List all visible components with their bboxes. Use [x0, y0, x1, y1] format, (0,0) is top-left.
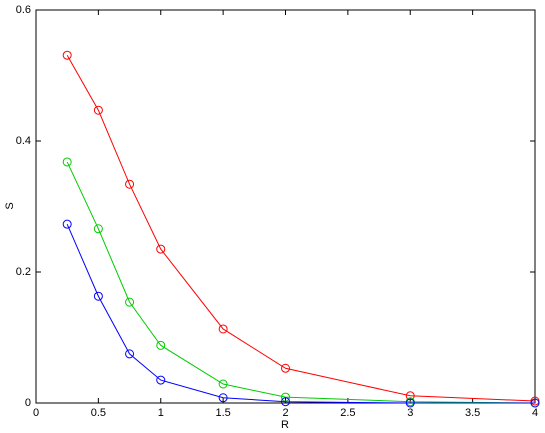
data-point	[93, 105, 103, 115]
series-line	[66, 223, 535, 404]
data-point	[530, 398, 540, 408]
data-point	[156, 340, 166, 350]
x-tick-label: 2.5	[340, 407, 355, 419]
data-point	[62, 157, 72, 167]
y-axis-label: S	[4, 202, 16, 209]
x-tick-label: 4	[532, 407, 538, 419]
y-tick-label: 0.2	[16, 266, 31, 278]
data-point	[125, 349, 135, 359]
y-tick-label: 0.6	[16, 4, 31, 16]
data-point	[156, 375, 166, 385]
data-point	[281, 397, 290, 407]
x-tick-label: 0.5	[91, 407, 106, 419]
series-line	[66, 161, 536, 404]
data-point	[218, 379, 228, 389]
x-tick-label: 3	[407, 407, 413, 419]
x-tick-label: 1.5	[215, 407, 230, 419]
data-point	[281, 363, 290, 373]
y-tick-label: 0	[25, 397, 31, 409]
data-point	[218, 393, 228, 403]
data-point	[125, 297, 135, 307]
data-point	[218, 324, 228, 334]
x-tick-label: 0	[33, 407, 39, 419]
data-point	[156, 244, 166, 254]
plot-box	[35, 9, 536, 404]
y-tick-label: 0.4	[16, 135, 31, 147]
data-point	[62, 50, 72, 60]
x-tick-label: 1	[158, 407, 164, 419]
data-point	[281, 392, 290, 402]
x-tick-label: 2	[282, 407, 288, 419]
data-point	[62, 219, 72, 229]
series-line	[66, 54, 536, 402]
data-point	[125, 179, 135, 189]
data-point	[93, 224, 103, 234]
data-point	[405, 391, 415, 401]
x-axis-label: R	[281, 419, 289, 431]
data-point	[93, 291, 103, 301]
data-point	[405, 398, 415, 408]
x-tick-label: 3.5	[465, 407, 480, 419]
